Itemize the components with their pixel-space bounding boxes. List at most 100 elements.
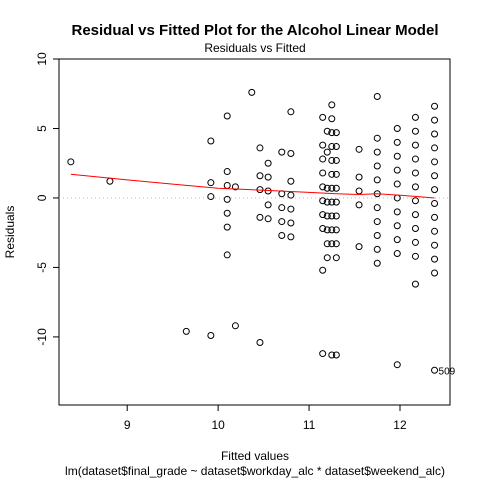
data-point [278,204,286,212]
data-point [319,197,327,205]
data-point [278,218,286,226]
data-point [431,172,439,180]
data-point [393,124,401,132]
data-points [67,88,439,374]
data-point [373,218,381,226]
data-point [319,169,327,177]
chart-subtitle: Residuals vs Fitted [204,41,305,55]
data-point [431,116,439,124]
data-point [278,231,286,239]
data-point [373,93,381,101]
data-point [411,252,419,260]
data-point [256,144,264,152]
data-point [256,213,264,221]
data-point [319,266,327,274]
data-point [319,183,327,191]
x-axis: 9 10 11 12 [124,405,407,432]
data-point [411,141,419,149]
data-point [328,129,336,137]
data-point [411,225,419,233]
data-point [231,322,239,330]
data-point [323,226,331,234]
smoother-line [70,173,435,199]
data-point [393,208,401,216]
data-point [328,115,336,123]
data-point [393,222,401,230]
data-point [323,240,331,248]
data-point [393,361,401,369]
data-point [256,172,264,180]
data-point [332,170,340,178]
data-point [328,212,336,220]
data-point [393,236,401,244]
data-point [328,170,336,178]
data-point [207,193,215,201]
data-point [431,200,439,208]
data-point [373,204,381,212]
data-point [332,129,340,137]
data-point [323,184,331,192]
data-point [411,197,419,205]
data-point [328,240,336,248]
data-point [411,280,419,288]
data-point [332,198,340,206]
data-point [328,184,336,192]
data-point [323,198,331,206]
data-point [431,227,439,235]
data-point [355,187,363,195]
data-point [287,149,295,157]
data-point [355,243,363,251]
data-point [319,155,327,163]
data-point [287,233,295,241]
data-point [332,240,340,248]
data-point [373,134,381,142]
data-point [431,213,439,221]
data-point [287,177,295,185]
data-point [323,127,331,135]
y-tick-label: -5 [35,262,49,273]
data-point [332,351,340,359]
data-point [319,211,327,219]
data-point [411,183,419,191]
data-point [393,138,401,146]
x-tick-label: 11 [303,418,316,432]
data-point [411,113,419,121]
data-point [264,173,272,181]
data-point [393,250,401,258]
data-point [287,219,295,227]
data-point [332,184,340,192]
data-point [373,162,381,170]
data-point [207,179,215,187]
y-tick-label: 5 [35,125,49,132]
data-point [287,205,295,213]
data-point [278,148,286,156]
data-point [431,186,439,194]
data-point [328,101,336,109]
x-tick-label: 10 [211,418,225,432]
data-point [355,145,363,153]
data-point [264,159,272,167]
data-point [256,338,264,346]
data-point [411,238,419,246]
chart-title: Residual vs Fitted Plot for the Alcohol … [72,22,439,39]
data-point [319,225,327,233]
data-point [411,155,419,163]
data-point [223,195,231,203]
plot-frame [58,58,451,406]
data-point [223,209,231,217]
data-point [106,177,114,185]
data-point [328,143,336,151]
data-point [319,141,327,149]
data-point [332,156,340,164]
data-point [373,176,381,184]
data-point [182,327,190,335]
data-point [223,251,231,259]
data-point [431,269,439,277]
data-point [411,169,419,177]
point-annotations: 509 [439,366,456,377]
x-axis-label: Fitted values [221,449,289,463]
data-point [355,201,363,209]
data-point [223,223,231,231]
y-axis-label: Residuals [3,206,17,259]
